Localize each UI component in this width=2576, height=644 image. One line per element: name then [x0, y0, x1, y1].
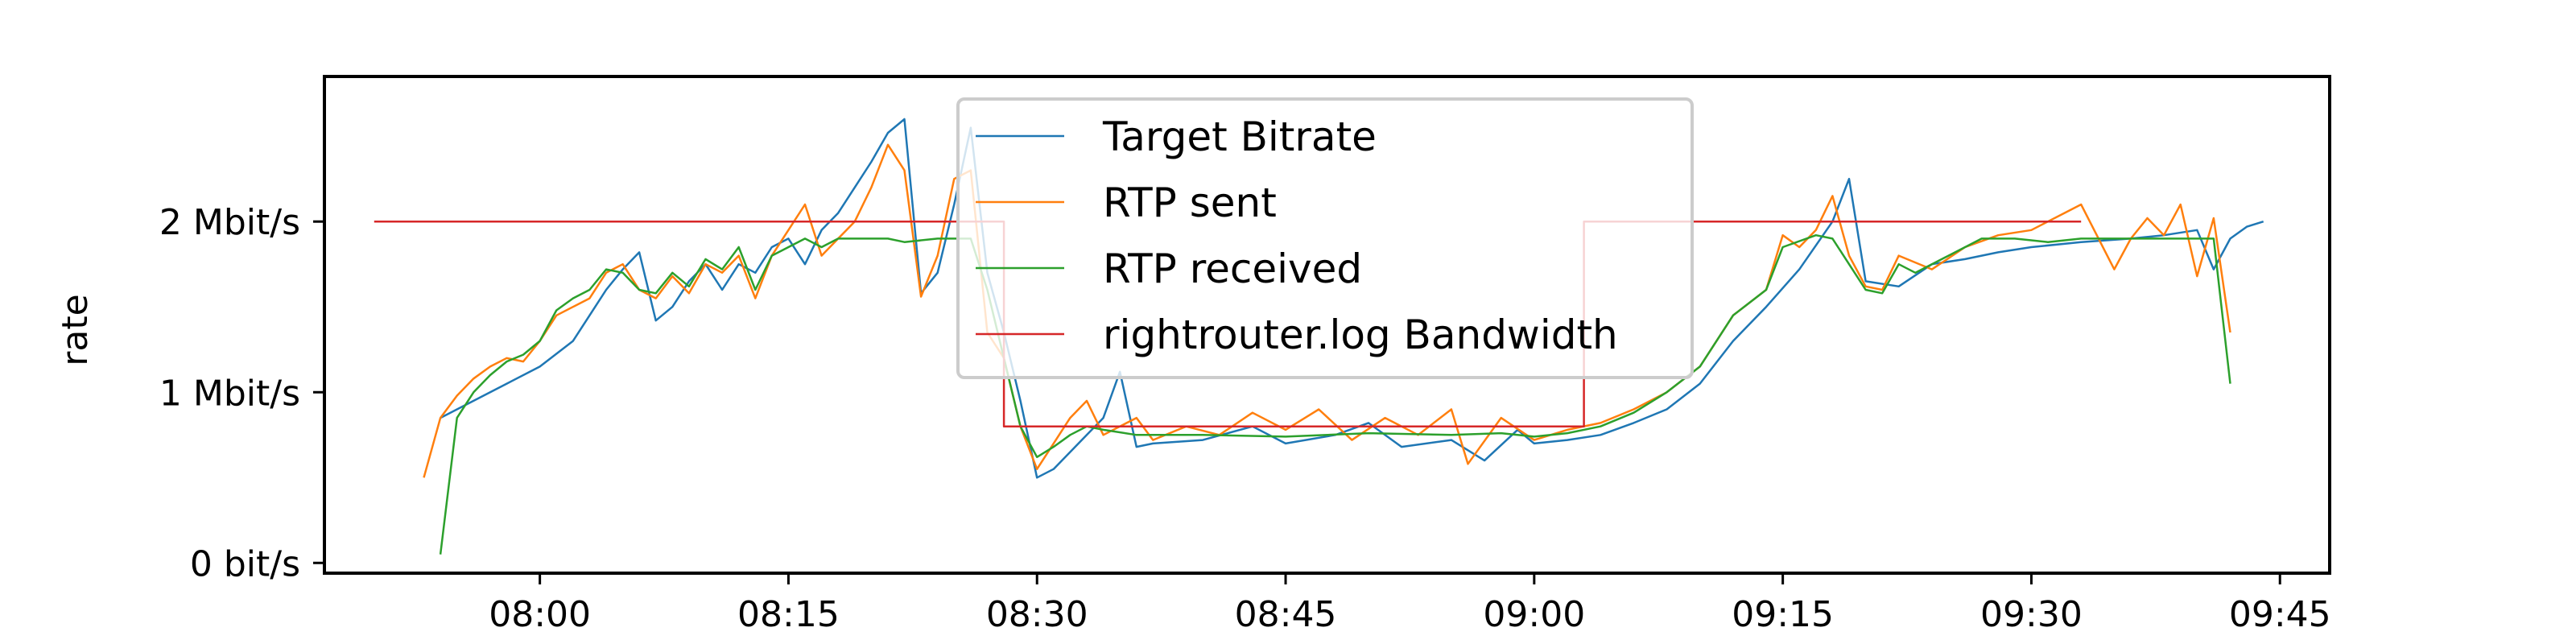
- x-tick-label: 09:30: [1980, 594, 2083, 635]
- legend-frame: [956, 97, 1694, 379]
- legend-label-rtp-received: RTP received: [1103, 246, 1362, 292]
- legend-label-rtp-sent: RTP sent: [1103, 180, 1277, 226]
- y-tick-label: 0 bit/s: [190, 543, 300, 584]
- x-tick-label: 09:45: [2229, 594, 2331, 635]
- legend-label-bandwidth: rightrouter.log Bandwidth: [1103, 312, 1618, 358]
- x-tick-label: 08:45: [1235, 594, 1337, 635]
- legend: Target Bitrate RTP sent RTP received rig…: [956, 97, 1694, 379]
- x-tick-label: 09:00: [1483, 594, 1585, 635]
- plot-frame: [323, 75, 2331, 575]
- x-tick-label: 09:15: [1732, 594, 1834, 635]
- x-tick-label: 08:15: [737, 594, 840, 635]
- y-tick-label: 1 Mbit/s: [159, 373, 300, 414]
- series-line-target-bitrate: [440, 118, 2264, 479]
- y-tick-label: 2 Mbit/s: [159, 202, 300, 243]
- y-axis-label: rate: [55, 294, 96, 365]
- axes-layer: 08:00 08:15 08:30 08:45 09:00 09:15 09:30 09:45…: [159, 75, 2331, 635]
- x-tick-label: 08:30: [986, 594, 1088, 635]
- series-line-rtp-sent: [423, 143, 2231, 478]
- legend-label-target-bitrate: Target Bitrate: [1102, 114, 1377, 160]
- series-line-rtp-received: [439, 233, 2231, 555]
- x-tick-label: 08:00: [489, 594, 591, 635]
- series-layer: [374, 118, 2264, 555]
